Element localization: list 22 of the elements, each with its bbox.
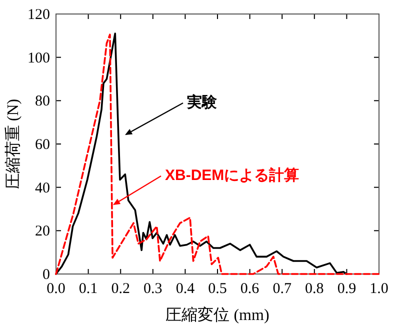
x-tick-label: 0.1 (78, 281, 98, 297)
x-tick-label: 0.9 (337, 281, 356, 297)
x-axis-title: 圧縮変位 (mm) (166, 306, 270, 324)
x-tick-label: 0.0 (46, 281, 66, 297)
y-tick-label: 120 (28, 7, 50, 23)
x-tick-label: 0.3 (144, 281, 162, 297)
y-axis-title: 圧縮荷重 (N) (4, 98, 22, 190)
y-tick-label: 40 (35, 180, 50, 196)
annotation: XB-DEMによる計算 (165, 167, 300, 184)
y-tick-label: 20 (35, 224, 50, 240)
x-tick-label: 0.4 (176, 281, 196, 297)
y-tick-label: 80 (35, 94, 50, 110)
annotation: 実験 (186, 93, 218, 111)
x-tick-label: 1.0 (370, 281, 388, 297)
x-tick-label: 0.2 (111, 281, 130, 297)
x-tick-label: 0.5 (208, 281, 227, 297)
y-tick-label: 100 (28, 50, 50, 66)
x-tick-label: 0.6 (240, 281, 260, 297)
y-tick-label: 60 (35, 137, 50, 153)
x-tick-label: 0.8 (305, 281, 324, 297)
x-tick-label: 0.7 (272, 281, 292, 297)
y-tick-label: 0 (42, 267, 50, 283)
